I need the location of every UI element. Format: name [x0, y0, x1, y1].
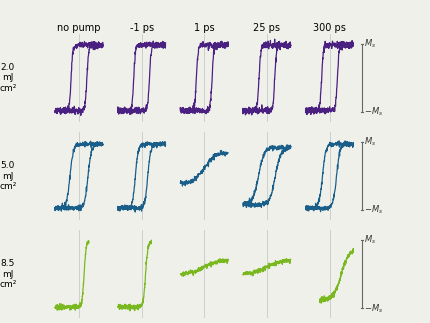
Title: 1 ps: 1 ps [194, 23, 215, 33]
Text: $-M_s$: $-M_s$ [364, 106, 383, 118]
Title: -1 ps: -1 ps [129, 23, 154, 33]
Y-axis label: 2.0
mJ
cm²: 2.0 mJ cm² [0, 63, 16, 93]
Text: $-M_s$: $-M_s$ [364, 302, 383, 315]
Title: no pump: no pump [57, 23, 101, 33]
Y-axis label: 8.5
mJ
cm²: 8.5 mJ cm² [0, 259, 16, 289]
Y-axis label: 5.0
mJ
cm²: 5.0 mJ cm² [0, 161, 16, 191]
Text: $-M_s$: $-M_s$ [364, 204, 383, 216]
Title: 300 ps: 300 ps [313, 23, 346, 33]
Title: 25 ps: 25 ps [253, 23, 280, 33]
Text: $M_s$: $M_s$ [364, 234, 376, 246]
Text: $M_s$: $M_s$ [364, 136, 376, 148]
Text: $M_s$: $M_s$ [364, 37, 376, 50]
